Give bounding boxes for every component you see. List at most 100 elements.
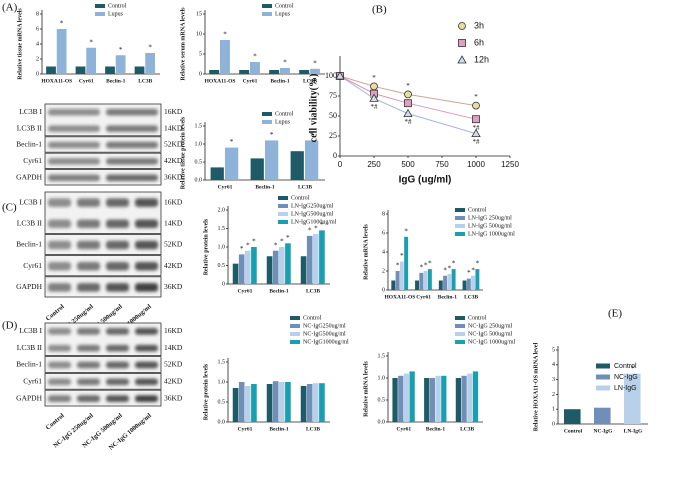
blot-band	[135, 395, 158, 402]
y-axis-label: Relative serum mRNA levels	[180, 7, 186, 81]
bar	[455, 378, 462, 422]
legend-swatch	[596, 374, 610, 380]
blot-band	[77, 261, 100, 271]
panel-label: (C)	[2, 202, 17, 214]
y-tick-label: 1.5	[378, 353, 386, 359]
point	[404, 99, 412, 108]
y-tick-label: 50	[329, 111, 337, 120]
bar	[305, 140, 319, 180]
significance-marker: *	[148, 44, 152, 52]
y-tick-label: 1.0	[378, 375, 386, 381]
blot-row-label: Beclin-1	[16, 240, 42, 249]
significance-marker: *	[280, 238, 284, 246]
y-axis-label: Relative mRNA levels	[363, 361, 369, 417]
legend-label: Lupus	[108, 11, 124, 17]
bar	[145, 53, 156, 74]
legend-label: Control	[303, 315, 322, 321]
y-tick-label: 8	[36, 11, 39, 17]
x-tick-label: LC3B	[460, 426, 474, 432]
x-tick-label: Beclin-1	[438, 294, 457, 300]
bar	[225, 147, 239, 180]
y-tick-label: 8	[382, 211, 385, 217]
bar	[443, 275, 448, 290]
bar	[471, 275, 476, 290]
y-tick-label: 6	[382, 230, 385, 236]
y-tick-label: 0	[199, 71, 202, 77]
significance-marker: *	[320, 221, 324, 229]
point	[404, 90, 412, 99]
bar	[427, 269, 432, 290]
y-tick-label: 1.0	[218, 379, 226, 385]
x-tick-label: LC3B	[306, 288, 320, 294]
bar	[466, 278, 471, 290]
x-tick-label: 1250	[501, 160, 519, 169]
x-tick-label: HOXA11-OS	[384, 294, 415, 300]
blot-band	[106, 395, 129, 402]
bar	[475, 269, 480, 290]
legend-swatch	[95, 4, 105, 8]
y-tick-label: 0.5	[195, 159, 203, 165]
legend-swatch	[596, 385, 610, 391]
legend-label: Control	[468, 315, 487, 321]
x-tick-label: Cyr61	[243, 78, 258, 84]
blot-band	[48, 174, 100, 182]
bar	[272, 250, 279, 284]
bar	[404, 236, 409, 290]
legend-label: Lupus	[275, 11, 291, 17]
x-tick-label: Beclin-1	[270, 78, 289, 84]
blot-band	[106, 158, 158, 165]
y-tick-label: 2	[36, 56, 39, 62]
y-axis-label: Relative protein levels	[203, 363, 209, 420]
blot-lane-label: Control	[45, 303, 66, 322]
blot-band	[48, 240, 71, 250]
bar	[300, 256, 307, 284]
bar	[300, 386, 307, 422]
legend-marker	[457, 55, 467, 64]
significance-marker: *#	[371, 103, 379, 111]
blot-band	[48, 125, 100, 132]
blot-kd-label: 14KD	[164, 343, 183, 352]
legend-label: Control	[291, 195, 310, 201]
y-tick-label: 0.0	[218, 419, 226, 425]
bar	[209, 70, 220, 74]
blot-strip	[44, 389, 162, 407]
legend-label: LN-IgG 1000ug/ml	[468, 231, 515, 237]
blot-band	[106, 344, 129, 352]
bar	[391, 280, 396, 290]
significance-marker: *	[223, 31, 227, 39]
blot-row-label: Cyr61	[23, 261, 42, 270]
significance-marker: *	[310, 131, 314, 139]
y-tick-label: 10	[196, 31, 202, 37]
bar	[447, 273, 452, 290]
blot-band	[135, 198, 158, 207]
blot-lane-label: Control	[45, 412, 66, 431]
blot-band	[135, 378, 158, 386]
bar	[265, 140, 279, 180]
blot-kd-label: 52KD	[164, 360, 183, 369]
blot-band	[77, 240, 100, 250]
blot-band	[135, 261, 158, 271]
y-tick-label: 1.5	[218, 359, 226, 365]
significance-marker: *	[467, 269, 471, 277]
y-axis-label: Relative mRNA levels	[363, 224, 369, 280]
legend-swatch	[290, 332, 300, 336]
blot-band	[48, 378, 71, 386]
x-tick-label: LC3B	[138, 78, 152, 84]
bar	[134, 66, 145, 74]
bar	[232, 263, 239, 284]
y-tick-label: 2	[552, 392, 555, 398]
y-tick-label: 0.0	[195, 177, 203, 183]
y-tick-label: 0.5	[378, 397, 386, 403]
legend-label: Control	[468, 207, 487, 213]
bar	[319, 230, 325, 284]
bar	[250, 62, 260, 74]
blot-row-label: Cyr61	[23, 377, 42, 386]
blot-band	[48, 283, 71, 292]
blot-row-label: GAPDH	[16, 282, 42, 291]
bar	[105, 66, 115, 74]
y-tick-label: 1.0	[195, 141, 203, 147]
blot-kd-label: 36KD	[164, 393, 183, 402]
x-tick-label: Cyr61	[238, 426, 253, 432]
legend-swatch	[290, 340, 300, 344]
blot-band	[77, 328, 100, 335]
